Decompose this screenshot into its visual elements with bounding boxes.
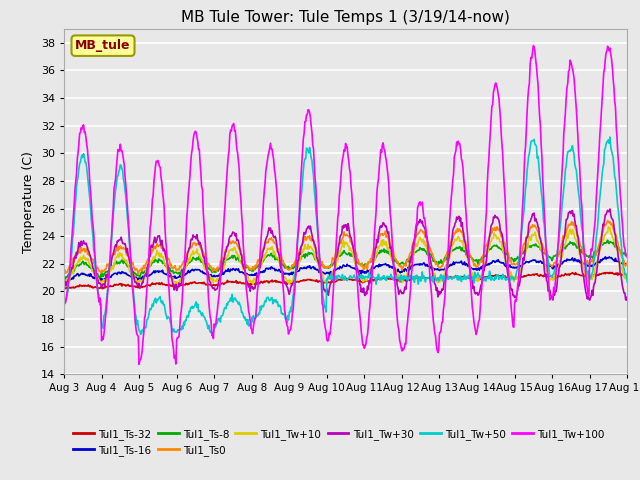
Title: MB Tule Tower: Tule Temps 1 (3/19/14-now): MB Tule Tower: Tule Temps 1 (3/19/14-now… [181,10,510,25]
Text: MB_tule: MB_tule [76,39,131,52]
Y-axis label: Temperature (C): Temperature (C) [22,151,35,252]
Legend: Tul1_Ts-32, Tul1_Ts-16, Tul1_Ts-8, Tul1_Ts0, Tul1_Tw+10, Tul1_Tw+30, Tul1_Tw+50,: Tul1_Ts-32, Tul1_Ts-16, Tul1_Ts-8, Tul1_… [69,424,609,460]
